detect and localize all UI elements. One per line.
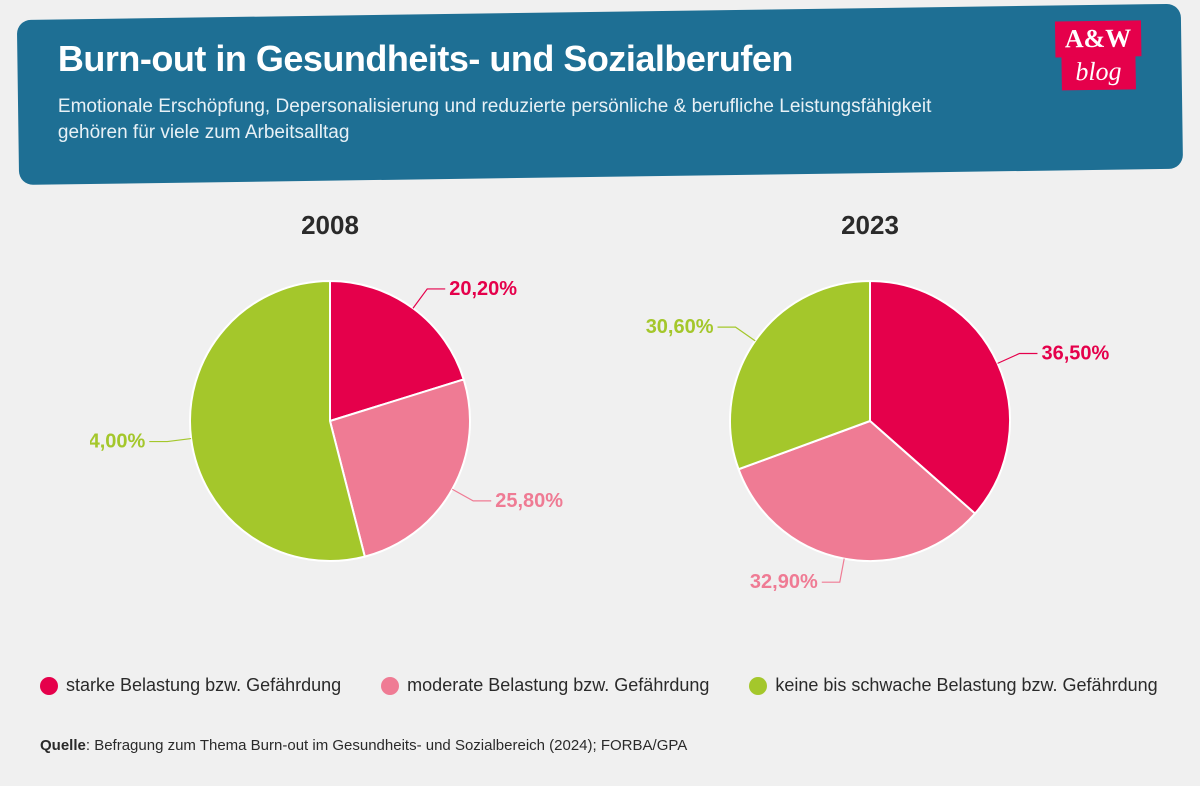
slice-percent-label: 32,90%	[750, 571, 818, 591]
slice-percent-label: 36,50%	[1041, 343, 1109, 365]
page-title: Burn-out in Gesundheits- und Sozialberuf…	[58, 38, 1142, 80]
legend-dot	[40, 677, 58, 695]
slice-percent-label: 20,20%	[449, 278, 517, 300]
legend-label: moderate Belastung bzw. Gefährdung	[407, 675, 709, 696]
legend-item: moderate Belastung bzw. Gefährdung	[381, 675, 709, 696]
legend-item: keine bis schwache Belastung bzw. Gefähr…	[749, 675, 1157, 696]
legend-label: keine bis schwache Belastung bzw. Gefähr…	[775, 675, 1157, 696]
chart-year-label: 2008	[90, 210, 570, 241]
leader-line	[149, 439, 191, 442]
legend-item: starke Belastung bzw. Gefährdung	[40, 675, 341, 696]
chart-legend: starke Belastung bzw. Gefährdung moderate…	[40, 675, 1160, 696]
brand-logo: A&W blog	[1055, 20, 1142, 90]
slice-percent-label: 25,80%	[495, 490, 563, 512]
leader-line	[413, 289, 445, 308]
page-subtitle: Emotionale Erschöpfung, Depersonalisieru…	[58, 94, 978, 145]
brand-logo-bottom: blog	[1061, 55, 1136, 90]
leader-line	[452, 489, 491, 501]
pie-chart-2023: 2023 36,50%32,90%30,60%	[630, 210, 1110, 571]
source-text: : Befragung zum Thema Burn-out im Gesund…	[86, 737, 687, 754]
leader-line	[822, 559, 844, 583]
charts-row: 2008 20,20% 25,80% 54,00% 2023 36,50%32,90…	[0, 210, 1200, 571]
pie-chart-2008: 2008 20,20% 25,80% 54,00%	[90, 210, 570, 571]
legend-label: starke Belastung bzw. Gefährdung	[66, 675, 341, 696]
source-prefix: Quelle	[40, 737, 86, 754]
header-banner: Burn-out in Gesundheits- und Sozialberuf…	[17, 4, 1183, 186]
legend-dot	[381, 677, 399, 695]
source-citation: Quelle: Befragung zum Thema Burn-out im …	[40, 737, 687, 754]
leader-line	[718, 327, 756, 341]
chart-year-label: 2023	[630, 210, 1110, 241]
brand-logo-top: A&W	[1055, 20, 1142, 57]
legend-dot	[749, 677, 767, 695]
leader-line	[998, 354, 1038, 364]
slice-percent-label: 54,00%	[90, 431, 145, 453]
slice-percent-label: 30,60%	[646, 316, 714, 338]
